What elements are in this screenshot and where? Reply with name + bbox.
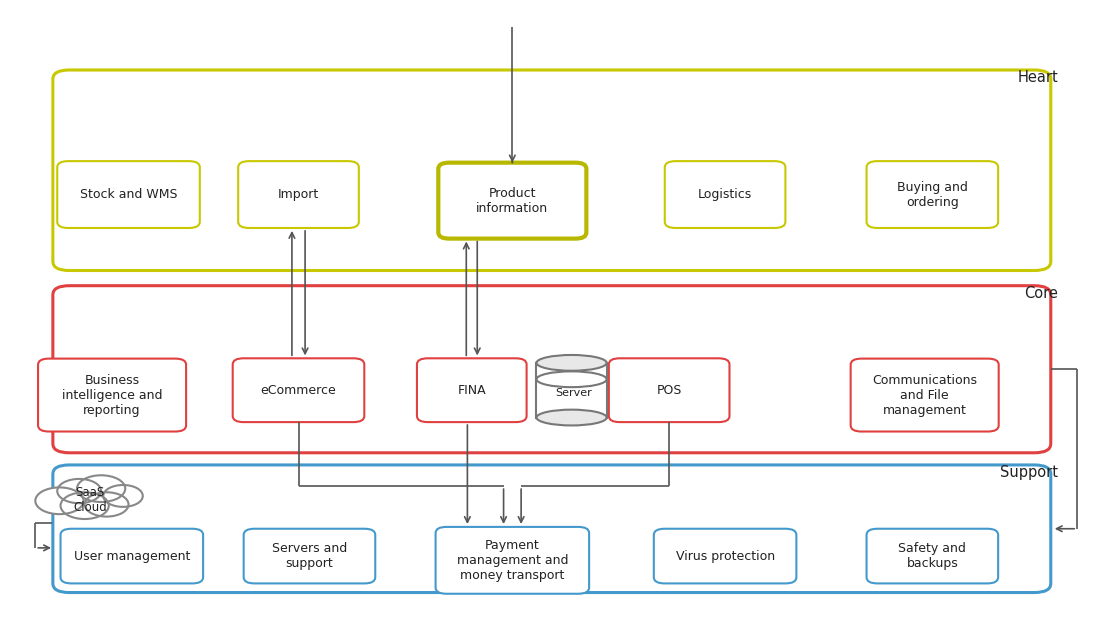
FancyBboxPatch shape [866,529,998,583]
FancyBboxPatch shape [60,529,203,583]
Text: Core: Core [1025,286,1059,301]
Text: Communications
and File
management: Communications and File management [872,374,977,417]
Ellipse shape [85,492,129,516]
FancyBboxPatch shape [57,161,200,228]
Ellipse shape [57,479,101,503]
Text: User management: User management [74,549,190,562]
Text: Business
intelligence and
reporting: Business intelligence and reporting [62,374,162,417]
FancyBboxPatch shape [417,358,527,422]
Text: POS: POS [657,384,681,397]
Text: Virus protection: Virus protection [676,549,774,562]
Ellipse shape [36,487,84,514]
Text: Stock and WMS: Stock and WMS [79,188,177,201]
Text: Safety and
backups: Safety and backups [899,542,967,570]
FancyBboxPatch shape [866,161,998,228]
Ellipse shape [103,485,143,507]
Text: Server: Server [555,388,592,398]
Ellipse shape [536,355,606,371]
FancyBboxPatch shape [53,465,1051,593]
FancyBboxPatch shape [439,162,586,239]
FancyBboxPatch shape [609,358,730,422]
Ellipse shape [536,410,606,425]
FancyBboxPatch shape [238,161,359,228]
Text: FINA: FINA [458,384,486,397]
FancyBboxPatch shape [244,529,375,583]
Ellipse shape [77,476,125,502]
FancyBboxPatch shape [53,70,1051,270]
Text: Import: Import [278,188,319,201]
Text: SaaS
Cloud: SaaS Cloud [73,485,107,513]
Bar [536,363,606,417]
Text: Servers and
support: Servers and support [272,542,347,570]
FancyBboxPatch shape [653,529,797,583]
FancyBboxPatch shape [53,286,1051,453]
Text: Payment
management and
money transport: Payment management and money transport [457,539,568,582]
FancyBboxPatch shape [435,527,589,594]
Text: Support: Support [1000,465,1059,480]
FancyBboxPatch shape [850,358,998,432]
Text: Logistics: Logistics [698,188,752,201]
Text: Heart: Heart [1017,70,1059,85]
FancyBboxPatch shape [38,358,186,432]
FancyBboxPatch shape [233,358,365,422]
FancyBboxPatch shape [665,161,786,228]
Text: eCommerce: eCommerce [261,384,337,397]
Ellipse shape [60,492,109,519]
Text: Product
information: Product information [477,187,548,215]
Text: Buying and
ordering: Buying and ordering [897,180,968,208]
